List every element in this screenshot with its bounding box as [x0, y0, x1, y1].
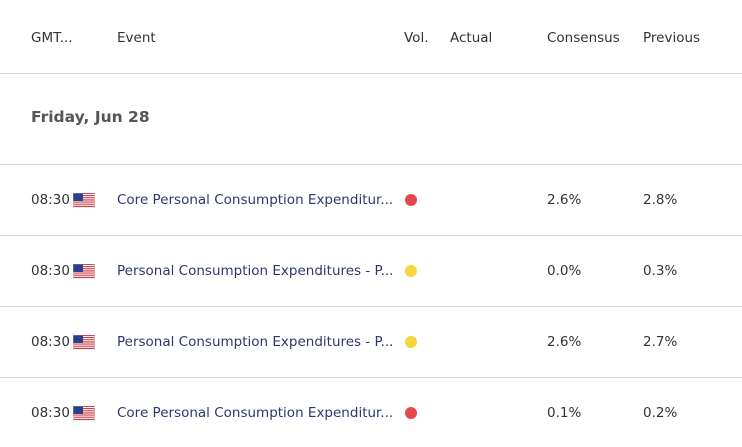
previous: 2.8% — [643, 192, 678, 208]
previous: 0.3% — [643, 263, 678, 279]
previous: 0.2% — [643, 405, 678, 421]
event-name: Personal Consumption Expenditures - P... — [117, 263, 394, 279]
divider — [0, 73, 742, 74]
flag — [72, 263, 96, 283]
column-header: Event — [117, 30, 156, 46]
divider — [0, 164, 742, 165]
time: 08:30 — [31, 334, 70, 350]
consensus: 2.6% — [547, 334, 582, 350]
consensus: 2.6% — [547, 192, 582, 208]
consensus: 0.1% — [547, 405, 582, 421]
divider — [0, 235, 742, 236]
event-name: Core Personal Consumption Expenditur... — [117, 405, 394, 421]
time: 08:30 — [31, 192, 70, 208]
divider — [0, 306, 742, 307]
date-heading: Friday, Jun 28 — [31, 108, 150, 126]
column-header: Vol. — [404, 30, 429, 46]
event-name: Core Personal Consumption Expenditur... — [117, 192, 394, 208]
column-header: Actual — [450, 30, 493, 46]
consensus: 0.0% — [547, 263, 582, 279]
time: 08:30 — [31, 405, 70, 421]
previous: 2.7% — [643, 334, 678, 350]
column-header: Consensus — [547, 30, 620, 46]
volatility-dot — [405, 265, 417, 277]
flag — [72, 405, 96, 425]
time: 08:30 — [31, 263, 70, 279]
volatility-dot — [405, 407, 417, 419]
volatility-dot — [405, 336, 417, 348]
flag — [72, 334, 96, 354]
column-header: GMT... — [31, 30, 73, 46]
volatility-dot — [405, 194, 417, 206]
flag — [72, 192, 96, 212]
divider — [0, 377, 742, 378]
column-header: Previous — [643, 30, 701, 46]
event-name: Personal Consumption Expenditures - P... — [117, 334, 394, 350]
